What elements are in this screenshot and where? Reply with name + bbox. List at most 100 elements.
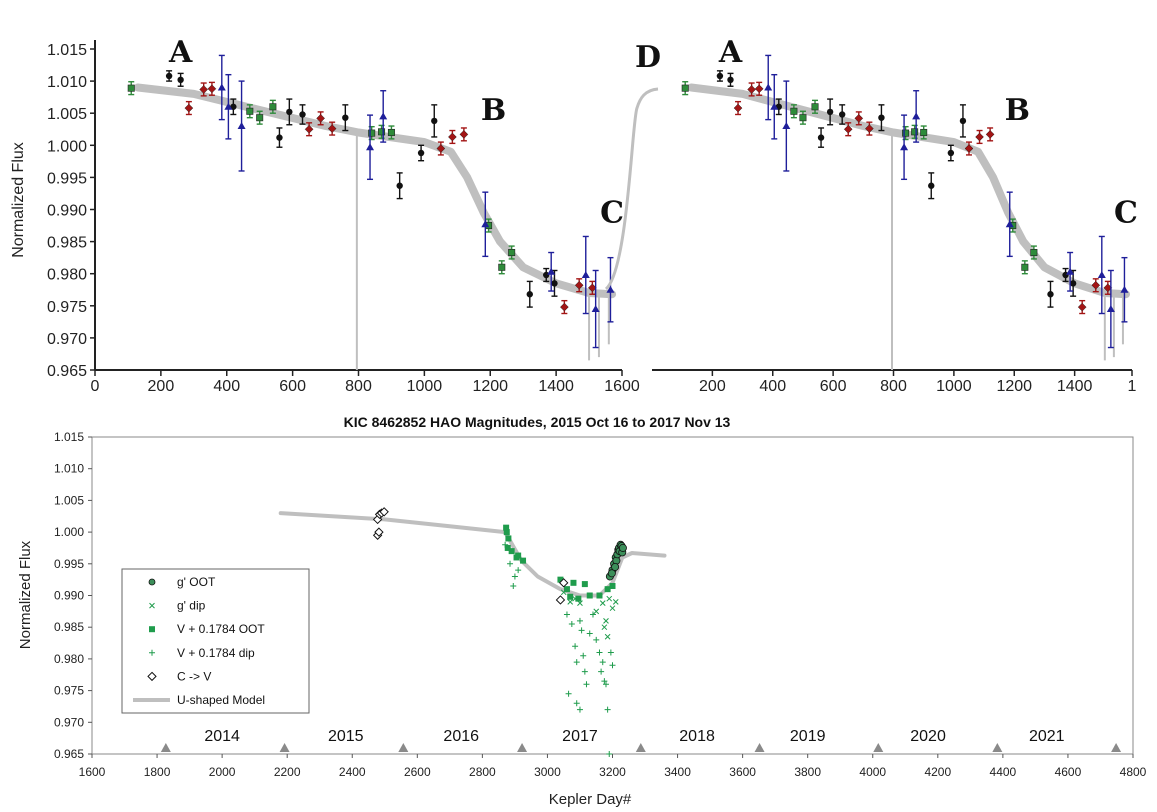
data-point — [368, 129, 376, 137]
x-axis-title: Kepler Day# — [549, 791, 632, 808]
v-dip-point — [576, 617, 583, 624]
x-tick-label: 600 — [820, 378, 847, 395]
c-to-v-point — [558, 578, 569, 588]
data-point — [342, 114, 349, 121]
data-point — [770, 102, 779, 110]
c-to-v-point — [374, 527, 384, 537]
v-dip-point — [573, 700, 580, 707]
c-to-v-point — [379, 507, 389, 517]
year-marker — [635, 743, 646, 752]
data-point — [526, 291, 533, 298]
v-dip-point — [599, 659, 606, 666]
model-curve — [687, 83, 1130, 299]
data-point — [928, 182, 935, 189]
data-point — [947, 149, 955, 157]
x-tick-label: 200 — [148, 378, 175, 395]
y-tick-label: 0.975 — [47, 299, 87, 316]
y-tick-label: 0.975 — [54, 684, 84, 698]
data-point — [304, 124, 314, 134]
g-dip-point — [601, 624, 608, 631]
year-marker — [279, 743, 290, 752]
data-point — [199, 85, 209, 94]
data-point — [1021, 263, 1029, 271]
y-tick-label: 0.970 — [54, 715, 84, 729]
data-point — [436, 144, 446, 153]
v-oot-point — [503, 529, 510, 536]
data-point — [327, 124, 337, 133]
v-oot-point — [504, 544, 511, 551]
x-tick-label: 3800 — [794, 765, 821, 779]
v-dip-point — [596, 649, 603, 656]
data-point — [1120, 285, 1129, 293]
annotation-b: B — [1005, 93, 1030, 128]
data-point — [591, 305, 600, 313]
v-dip-point — [565, 690, 572, 697]
y-tick-label: 0.985 — [47, 235, 87, 252]
year-label: 2017 — [562, 728, 598, 745]
data-point — [716, 72, 724, 80]
x-tick-label: 200 — [699, 378, 726, 395]
data-point — [165, 72, 173, 80]
v-dip-point — [602, 681, 609, 688]
v-oot-point — [520, 557, 527, 564]
data-point — [1005, 220, 1014, 228]
data-point — [606, 285, 615, 293]
x-tick-label: 4200 — [924, 765, 951, 779]
year-marker — [873, 743, 884, 752]
data-point — [902, 129, 910, 137]
data-point — [1106, 305, 1115, 313]
v-dip-point — [583, 681, 590, 688]
v-dip-point — [581, 668, 588, 675]
data-point — [230, 103, 237, 110]
g-dip-point — [599, 600, 606, 606]
year-marker — [398, 743, 409, 752]
annotation-c: C — [1114, 196, 1138, 231]
g-dip-point — [567, 598, 574, 605]
x-tick-label: 2000 — [209, 765, 236, 779]
data-point — [417, 149, 425, 157]
v-dip-point — [573, 659, 580, 666]
v-dip-point — [604, 706, 611, 713]
data-point — [574, 280, 584, 290]
year-label: 2016 — [443, 728, 479, 745]
year-marker — [1111, 743, 1122, 752]
data-point — [1091, 280, 1101, 290]
v-dip-point — [576, 706, 583, 713]
data-point — [286, 108, 293, 116]
x-tick-label: 800 — [880, 378, 907, 395]
data-point — [826, 108, 834, 116]
v-oot-point — [503, 524, 510, 531]
y-tick-label: 1.010 — [47, 74, 87, 91]
y-tick-label: 1.015 — [47, 42, 87, 59]
y-tick-label: 0.985 — [54, 620, 84, 634]
year-marker — [992, 743, 1003, 752]
v-dip-point — [580, 652, 587, 659]
v-dip-point — [589, 611, 596, 618]
annotation-c: C — [600, 196, 624, 231]
annotation-a: A — [718, 35, 743, 70]
legend-label: C -> V — [177, 669, 211, 683]
g-dip-point — [606, 595, 613, 602]
data-point — [207, 84, 217, 94]
x-tick-label: 400 — [759, 378, 786, 395]
y-tick-label: 1.000 — [54, 525, 84, 539]
x-tick-label: 3600 — [729, 765, 756, 779]
y-tick-label: 1.005 — [47, 106, 87, 123]
data-point — [1077, 302, 1087, 312]
v-oot-point — [515, 552, 522, 559]
data-point — [366, 143, 375, 151]
data-point — [448, 132, 457, 142]
top-right-panel: 200 400 600 800 1000 1200 1400 1 A B C — [652, 35, 1138, 395]
x-tick-label: 2200 — [274, 765, 301, 779]
x-tick-label: 4000 — [859, 765, 886, 779]
data-point — [551, 280, 558, 287]
v-oot-point — [505, 535, 512, 542]
legend-marker-diamond — [147, 671, 157, 682]
connector-curve — [604, 87, 659, 291]
year-marker — [160, 743, 171, 752]
x-tick-label: 1800 — [144, 765, 171, 779]
v-dip-point — [607, 649, 614, 656]
data-point — [217, 83, 226, 91]
legend-marker-circle — [148, 578, 156, 586]
v-oot-point — [508, 548, 515, 555]
